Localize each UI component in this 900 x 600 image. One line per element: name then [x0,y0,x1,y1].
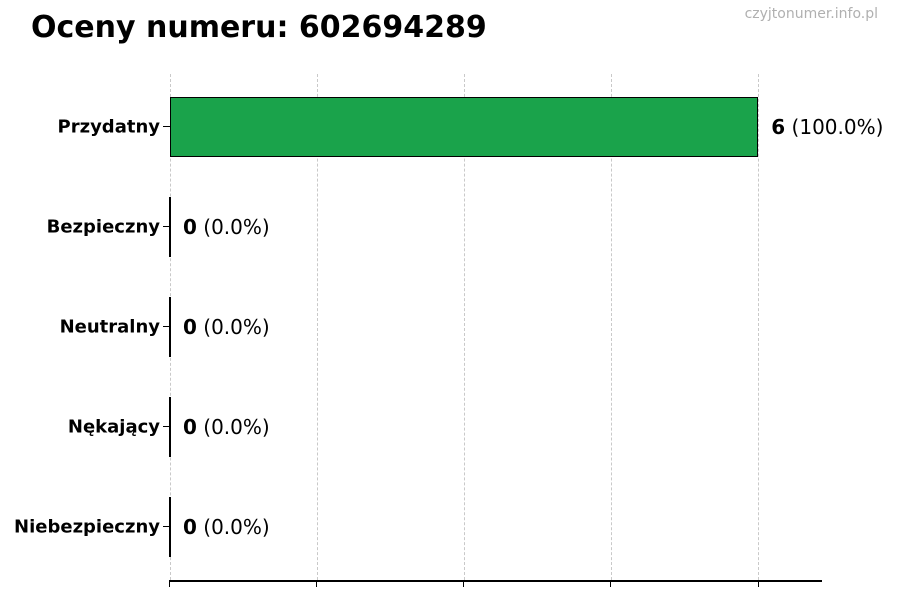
x-axis-line [170,580,822,582]
category-label: Neutralny [59,316,160,338]
value-percent: (100.0%) [791,115,884,139]
value-percent: (0.0%) [203,415,270,439]
bar-row: Neutralny 0 (0.0%) [60,297,822,357]
y-axis-tick [163,526,170,527]
bar [170,97,759,157]
watermark-text: czyjtonumer.info.pl [744,6,878,22]
y-axis-tick [163,126,170,127]
value-count: 6 [771,115,786,139]
plot-area: Przydatny 6 (100.0%) Bezpieczny 0 (0.0%)… [14,72,883,587]
value-count: 0 [183,515,197,539]
category-label: Przydatny [57,116,160,138]
category-label: Nękający [67,416,160,438]
value-percent: (0.0%) [203,315,270,339]
value-label: 0 (0.0%) [183,215,270,239]
chart-title: Oceny numeru: 602694289 [31,10,487,45]
x-gridline [757,74,759,580]
bar [169,197,171,257]
value-label: 0 (0.0%) [183,515,270,539]
bar [169,497,171,557]
x-gridline [463,74,465,580]
y-axis-tick [163,226,170,227]
y-axis-tick [163,326,170,327]
x-axis-tick [169,580,171,587]
x-axis-tick [463,580,465,587]
value-percent: (0.0%) [203,515,270,539]
x-axis-tick [610,580,612,587]
category-label: Bezpieczny [46,216,160,238]
bar-row: Nękający 0 (0.0%) [68,397,822,457]
value-count: 0 [183,215,197,239]
category-label: Niebezpieczny [14,516,160,538]
x-gridline [610,74,612,580]
value-label: 6 (100.0%) [771,115,883,139]
value-label: 0 (0.0%) [183,415,270,439]
value-count: 0 [183,415,197,439]
bar [169,297,171,357]
x-gridline [316,74,318,580]
bar [169,397,171,457]
bar-row: Przydatny 6 (100.0%) [58,97,883,157]
y-axis-tick [163,426,170,427]
value-percent: (0.0%) [203,215,270,239]
bar-row: Niebezpieczny 0 (0.0%) [14,497,822,557]
x-axis-tick [757,580,759,587]
x-axis-tick [316,580,318,587]
value-count: 0 [183,315,197,339]
value-label: 0 (0.0%) [183,315,270,339]
bar-row: Bezpieczny 0 (0.0%) [47,197,822,257]
